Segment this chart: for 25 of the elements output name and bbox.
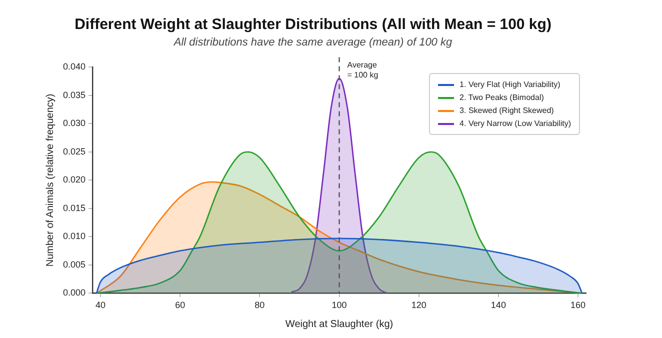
y-tick-label: 0.035	[62, 90, 86, 100]
x-axis-title: Weight at Slaughter (kg)	[285, 318, 394, 330]
legend-label: 2. Two Peaks (Bimodal)	[460, 93, 544, 102]
legend-label: 3. Skewed (Right Skewed)	[460, 106, 554, 116]
y-tick-label: 0.040	[62, 62, 86, 72]
x-tick-label: 120	[411, 300, 426, 310]
y-tick-label: 0.005	[62, 259, 86, 270]
chart-subtitle: All distributions have the same average (mean) of 100 kg	[172, 36, 453, 49]
x-tick-label: 80	[254, 300, 265, 310]
y-axis-title: Number of Animals (relative frequency)	[44, 94, 56, 267]
y-tick-label: 0.030	[62, 118, 86, 128]
y-tick-label: 0.025	[62, 146, 86, 156]
x-tick-label: 40	[95, 300, 106, 310]
x-tick-label: 100	[332, 300, 347, 310]
chart-title: Different Weight at Slaughter Distributions (All with Mean = 100 kg)	[74, 16, 552, 34]
x-tick-label: 140	[490, 300, 506, 310]
y-tick-label: 0.020	[62, 174, 86, 185]
x-tick-label: 160	[570, 300, 586, 310]
y-tick-label: 0.015	[62, 202, 86, 213]
x-tick-label: 60	[175, 300, 186, 310]
ref-line-label: Average = 100 kg	[347, 60, 378, 80]
y-tick-label: 0.010	[62, 231, 86, 242]
y-tick-label: 0.000	[62, 288, 86, 298]
legend-label: 4. Very Narrow (Low Variability)	[460, 119, 571, 128]
legend-label: 1. Very Flat (High Variability)	[460, 80, 560, 90]
